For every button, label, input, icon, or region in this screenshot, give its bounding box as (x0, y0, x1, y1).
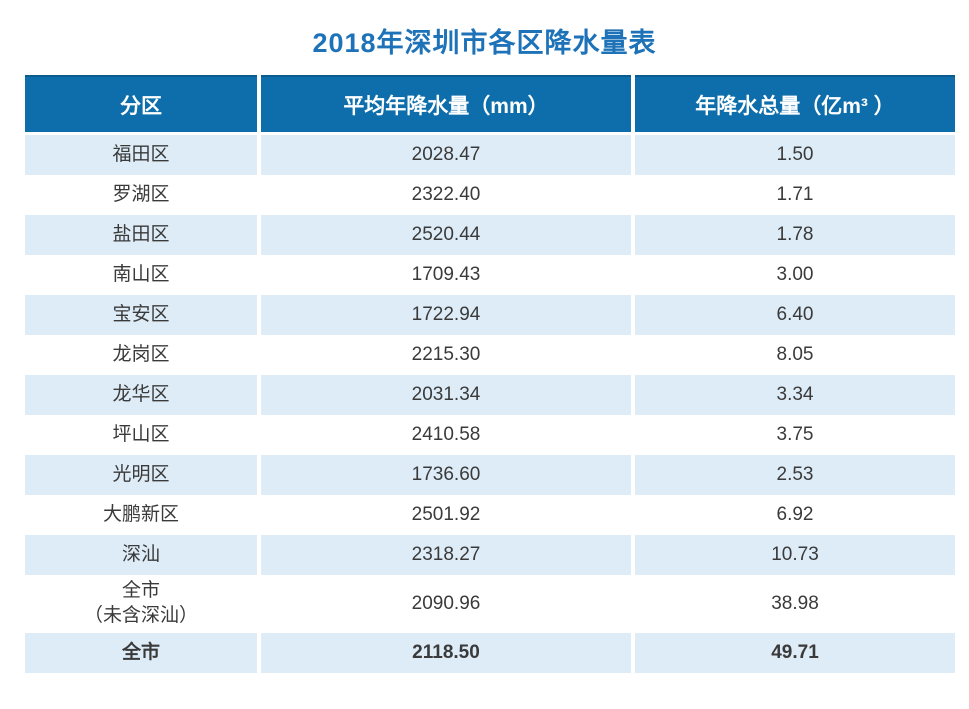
total-rainfall-cell: 38.98 (633, 575, 955, 633)
avg-rainfall-cell: 2520.44 (259, 215, 635, 255)
table-row: 罗湖区 2322.40 1.71 (25, 175, 955, 215)
total-rainfall-cell: 6.40 (633, 295, 955, 335)
header-row: 分区 平均年降水量（mm） 年降水总量（亿m³ ） (25, 75, 955, 135)
avg-rainfall-cell: 2410.58 (259, 415, 635, 455)
district-cell: 南山区 (25, 255, 261, 295)
avg-rainfall-cell: 1736.60 (259, 455, 635, 495)
total-rainfall-cell: 1.71 (633, 175, 955, 215)
district-cell: 龙岗区 (25, 335, 261, 375)
district-cell: 全市 （未含深汕） (25, 575, 261, 633)
avg-rainfall-cell: 2031.34 (259, 375, 635, 415)
table-row: 龙岗区 2215.30 8.05 (25, 335, 955, 375)
table-row: 福田区 2028.47 1.50 (25, 133, 955, 175)
total-rainfall-cell: 3.34 (633, 375, 955, 415)
table-row: 宝安区 1722.94 6.40 (25, 295, 955, 335)
district-cell: 大鹏新区 (25, 495, 261, 535)
avg-rainfall-cell: 2322.40 (259, 175, 635, 215)
table-row-total: 全市 2118.50 49.71 (25, 633, 955, 673)
page-title: 2018年深圳市各区降水量表 (312, 28, 657, 58)
header-district: 分区 (25, 75, 261, 135)
district-cell: 罗湖区 (25, 175, 261, 215)
table-row: 光明区 1736.60 2.53 (25, 455, 955, 495)
district-cell: 盐田区 (25, 215, 261, 255)
total-rainfall-cell: 6.92 (633, 495, 955, 535)
total-rainfall-cell: 3.75 (633, 415, 955, 455)
table-row: 深汕 2318.27 10.73 (25, 535, 955, 575)
total-rainfall-cell: 8.05 (633, 335, 955, 375)
table-row: 南山区 1709.43 3.00 (25, 255, 955, 295)
table-row: 大鹏新区 2501.92 6.92 (25, 495, 955, 535)
header-total-rainfall: 年降水总量（亿m³ ） (633, 75, 955, 135)
total-rainfall-cell: 10.73 (633, 535, 955, 575)
district-cell: 宝安区 (25, 295, 261, 335)
total-rainfall-cell: 49.71 (633, 633, 955, 673)
district-cell: 全市 (25, 633, 261, 673)
table-row: 全市 （未含深汕） 2090.96 38.98 (25, 575, 955, 633)
total-rainfall-cell: 2.53 (633, 455, 955, 495)
total-rainfall-cell: 1.50 (633, 133, 955, 175)
district-cell: 坪山区 (25, 415, 261, 455)
district-cell: 光明区 (25, 455, 261, 495)
avg-rainfall-cell: 1709.43 (259, 255, 635, 295)
avg-rainfall-cell: 2118.50 (259, 633, 635, 673)
table-row: 盐田区 2520.44 1.78 (25, 215, 955, 255)
table-row: 坪山区 2410.58 3.75 (25, 415, 955, 455)
district-cell: 深汕 (25, 535, 261, 575)
district-cell: 龙华区 (25, 375, 261, 415)
rainfall-table: 分区 平均年降水量（mm） 年降水总量（亿m³ ） 福田区 2028.47 1.… (25, 75, 955, 673)
avg-rainfall-cell: 2028.47 (259, 133, 635, 175)
header-avg-rainfall: 平均年降水量（mm） (259, 75, 635, 135)
total-rainfall-cell: 3.00 (633, 255, 955, 295)
avg-rainfall-cell: 2318.27 (259, 535, 635, 575)
avg-rainfall-cell: 2215.30 (259, 335, 635, 375)
district-cell: 福田区 (25, 133, 261, 175)
avg-rainfall-cell: 1722.94 (259, 295, 635, 335)
avg-rainfall-cell: 2090.96 (259, 575, 635, 633)
total-rainfall-cell: 1.78 (633, 215, 955, 255)
avg-rainfall-cell: 2501.92 (259, 495, 635, 535)
table-row: 龙华区 2031.34 3.34 (25, 375, 955, 415)
